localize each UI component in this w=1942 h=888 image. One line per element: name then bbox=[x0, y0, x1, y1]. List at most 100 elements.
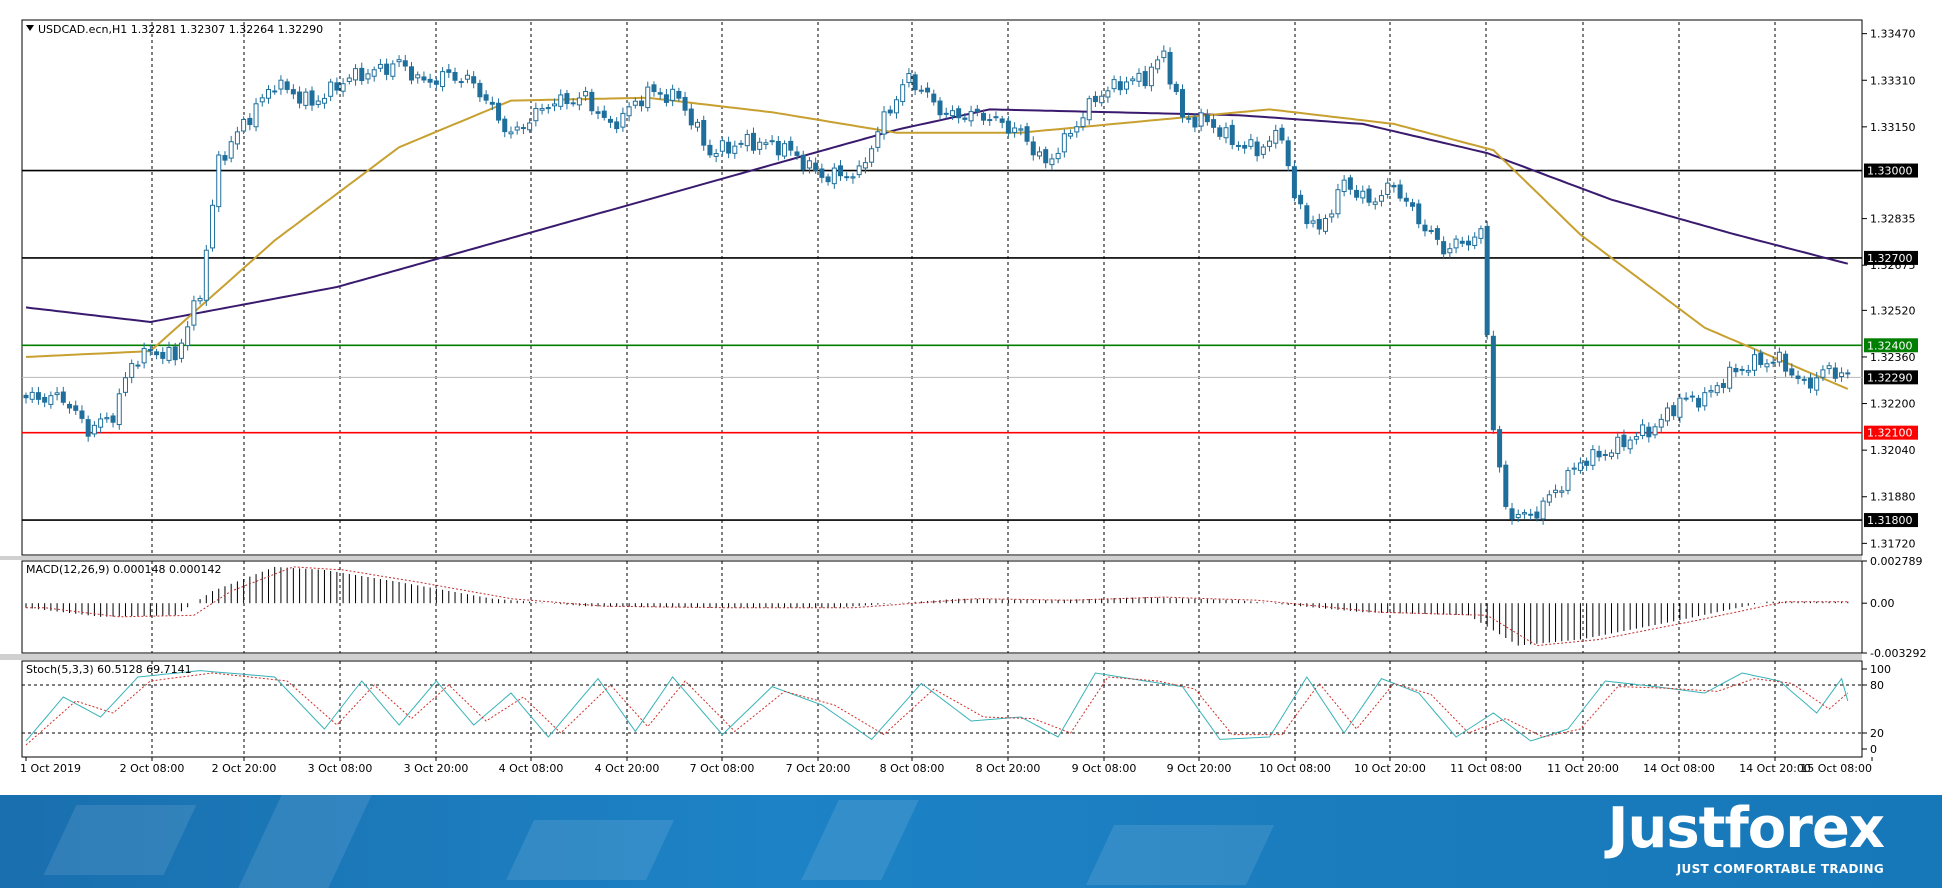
candle-body bbox=[1497, 429, 1503, 468]
candle-body bbox=[1117, 81, 1123, 91]
candle-body bbox=[1347, 177, 1353, 190]
candle-body bbox=[471, 76, 477, 84]
stoch-signal-line bbox=[25, 672, 1849, 746]
time-axis-label: 15 Oct 08:00 bbox=[1800, 762, 1872, 775]
candle-body bbox=[315, 100, 321, 105]
candle-body bbox=[1776, 351, 1782, 363]
candle-body bbox=[750, 132, 756, 151]
candle-body bbox=[1559, 490, 1565, 493]
brand-name: Justforex bbox=[1607, 796, 1885, 861]
price-tick-label: 1.33150 bbox=[1870, 121, 1916, 134]
candle-body bbox=[166, 346, 172, 361]
candle-body bbox=[1534, 511, 1540, 519]
candle-body bbox=[1099, 95, 1105, 104]
candle-body bbox=[1727, 366, 1733, 389]
candle-body bbox=[1223, 127, 1229, 139]
candle-body bbox=[1428, 230, 1434, 233]
candle-body bbox=[744, 133, 750, 147]
candle-body bbox=[396, 59, 402, 63]
candle-body bbox=[464, 74, 470, 80]
candle-body bbox=[1484, 225, 1490, 336]
candle-body bbox=[1714, 385, 1720, 394]
candle-body bbox=[110, 415, 116, 423]
candle-body bbox=[253, 103, 259, 128]
candle-body bbox=[141, 347, 147, 364]
candle-body bbox=[962, 117, 968, 120]
dropdown-arrow-icon[interactable] bbox=[26, 25, 34, 31]
candle-body bbox=[564, 93, 570, 105]
stoch-label: Stoch(5,3,3) 60.5128 69.7141 bbox=[26, 663, 192, 676]
candle-body bbox=[297, 91, 303, 104]
candle-body bbox=[1012, 127, 1018, 133]
candle-body bbox=[813, 162, 819, 171]
candle-body bbox=[85, 419, 91, 437]
candle-body bbox=[278, 79, 284, 90]
candle-body bbox=[552, 103, 558, 107]
candle-body bbox=[60, 391, 66, 403]
time-axis-label: 2 Oct 08:00 bbox=[120, 762, 185, 775]
candle-body bbox=[191, 300, 197, 326]
candle-body bbox=[1664, 407, 1670, 422]
time-axis-label: 1 Oct 2019 bbox=[20, 762, 81, 775]
candle-body bbox=[402, 60, 408, 67]
candle-body bbox=[1391, 184, 1397, 188]
time-axis-label: 10 Oct 08:00 bbox=[1259, 762, 1331, 775]
time-axis-label: 8 Oct 20:00 bbox=[976, 762, 1041, 775]
candle-body bbox=[925, 87, 931, 93]
candle-body bbox=[353, 68, 359, 81]
candle-body bbox=[1242, 144, 1248, 149]
candle-body bbox=[1478, 228, 1484, 239]
candle-body bbox=[272, 90, 278, 93]
time-axis-label: 11 Oct 20:00 bbox=[1547, 762, 1619, 775]
candle-body bbox=[713, 153, 719, 157]
candle-body bbox=[328, 81, 334, 97]
candle-body bbox=[1490, 335, 1496, 431]
candle-body bbox=[1304, 205, 1310, 225]
candle-body bbox=[365, 73, 371, 80]
trading-chart[interactable]: 1.334701.333101.331501.328351.326751.325… bbox=[0, 0, 1942, 795]
stoch-tick-label: 100 bbox=[1870, 663, 1891, 676]
candle-body bbox=[1372, 201, 1378, 205]
candle-body bbox=[906, 73, 912, 83]
candle-body bbox=[172, 346, 178, 361]
candle-body bbox=[1217, 127, 1223, 137]
candle-body bbox=[1615, 436, 1621, 454]
candle-body bbox=[477, 82, 483, 98]
candle-body bbox=[1571, 467, 1577, 470]
candle-body bbox=[707, 144, 713, 156]
candle-body bbox=[147, 348, 153, 352]
candle-body bbox=[1422, 224, 1428, 232]
candle-body bbox=[73, 405, 79, 411]
panel-separator bbox=[0, 654, 1862, 660]
candle-body bbox=[483, 94, 489, 101]
candle-body bbox=[1086, 98, 1092, 121]
candle-body bbox=[1646, 426, 1652, 438]
candle-body bbox=[1136, 72, 1142, 82]
candle-body bbox=[1198, 112, 1204, 127]
candle-body bbox=[806, 160, 812, 169]
panel-separator bbox=[0, 556, 1862, 560]
candle-body bbox=[222, 155, 228, 161]
candle-body bbox=[1298, 194, 1304, 205]
time-axis-label: 9 Oct 20:00 bbox=[1167, 762, 1232, 775]
candle-body bbox=[956, 108, 962, 119]
candle-body bbox=[1745, 369, 1751, 373]
candle-body bbox=[1683, 397, 1689, 400]
moving-average-slow bbox=[25, 108, 1849, 324]
candle-body bbox=[949, 110, 955, 117]
stoch-tick-label: 20 bbox=[1870, 727, 1884, 740]
candle-body bbox=[520, 127, 526, 130]
candle-body bbox=[514, 126, 520, 131]
candles bbox=[23, 45, 1851, 525]
time-axis-label: 10 Oct 20:00 bbox=[1354, 762, 1426, 775]
brand-tagline: JUST COMFORTABLE TRADING bbox=[1676, 862, 1884, 876]
candle-body bbox=[844, 176, 850, 179]
candle-body bbox=[570, 102, 576, 105]
candle-body bbox=[1179, 89, 1185, 118]
candle-body bbox=[663, 94, 669, 103]
candle-body bbox=[160, 351, 166, 359]
candle-body bbox=[421, 76, 427, 81]
candle-body bbox=[850, 176, 856, 179]
candle-body bbox=[290, 89, 296, 95]
candle-body bbox=[1142, 71, 1148, 87]
